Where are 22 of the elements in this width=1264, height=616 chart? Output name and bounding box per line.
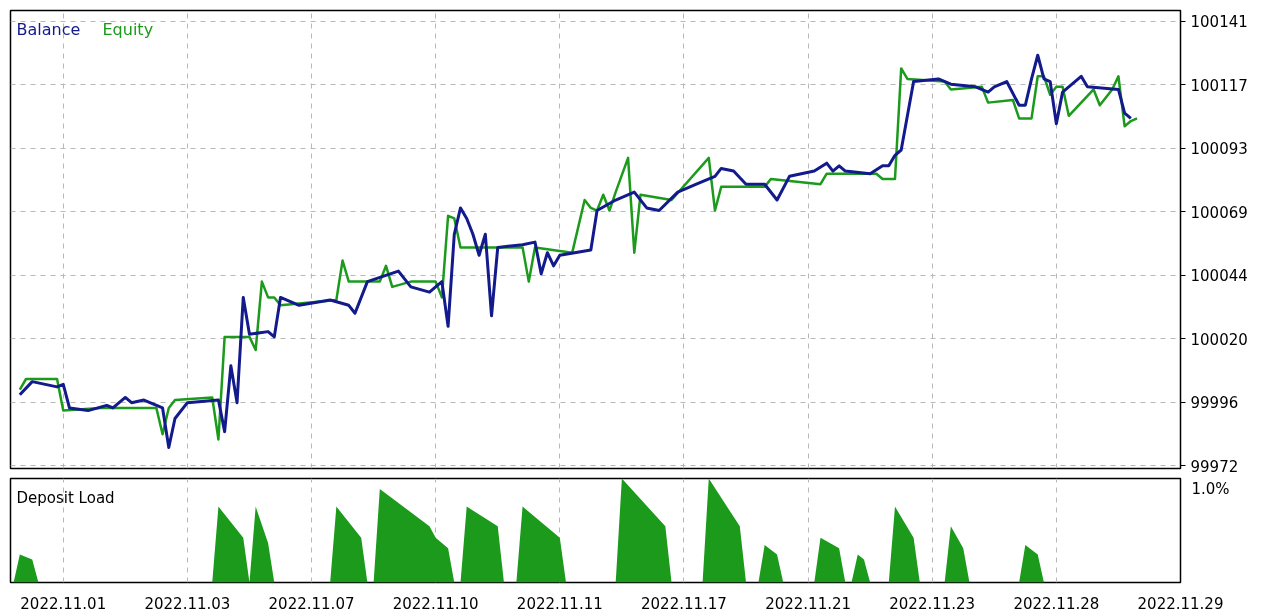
text: Balance bbox=[16, 19, 81, 39]
x-tick-label: 2022.11.01 bbox=[20, 594, 107, 613]
y-tick-label: 99972 bbox=[1190, 457, 1239, 476]
x-tick-label: 2022.11.03 bbox=[144, 594, 231, 613]
x-tick-label: 2022.11.21 bbox=[765, 594, 852, 613]
x-tick-label: 2022.11.17 bbox=[641, 594, 727, 613]
y-tick-label: 100020 bbox=[1190, 330, 1248, 349]
x-tick-label: 2022.11.23 bbox=[889, 594, 976, 613]
x-tick-label: 2022.11.29 bbox=[1137, 594, 1224, 613]
x-tick-label: 2022.11.10 bbox=[392, 594, 479, 613]
x-tick-label: 2022.11.07 bbox=[268, 594, 355, 613]
x-tick-label: 2022.11.28 bbox=[1013, 594, 1100, 613]
x-tick-label: 2022.11.11 bbox=[516, 594, 603, 613]
y-tick-label: 100141 bbox=[1190, 13, 1248, 32]
y-tick-label: 99996 bbox=[1190, 394, 1239, 413]
y-tick-label: 100069 bbox=[1190, 203, 1248, 222]
text: Equity bbox=[102, 19, 154, 39]
text: 1.0% bbox=[1191, 479, 1230, 498]
text: Deposit Load bbox=[16, 488, 115, 507]
y-tick-label: 100044 bbox=[1190, 267, 1248, 286]
y-tick-label: 100093 bbox=[1190, 140, 1248, 159]
y-tick-label: 100117 bbox=[1190, 76, 1248, 95]
